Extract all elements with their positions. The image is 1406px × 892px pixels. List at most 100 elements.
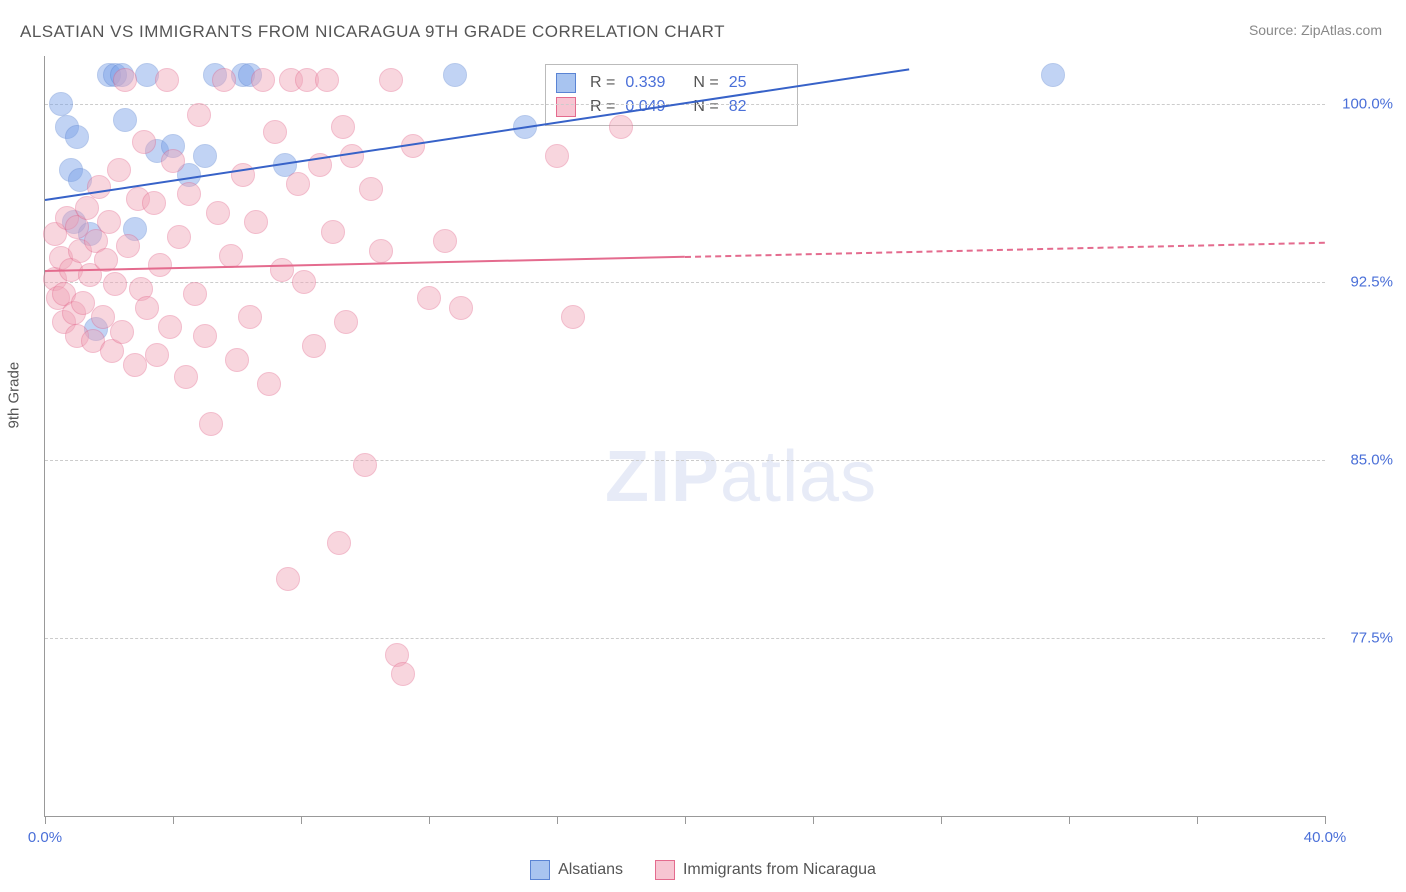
scatter-point <box>225 348 249 372</box>
scatter-point <box>135 296 159 320</box>
x-tick <box>1197 816 1198 824</box>
legend-swatch <box>556 97 576 117</box>
scatter-point <box>199 412 223 436</box>
scatter-point <box>97 210 121 234</box>
gridline <box>45 282 1325 283</box>
scatter-point <box>155 68 179 92</box>
scatter-point <box>379 68 403 92</box>
scatter-point <box>193 324 217 348</box>
scatter-point <box>276 567 300 591</box>
scatter-point <box>302 334 326 358</box>
bottom-legend: Alsatians Immigrants from Nicaragua <box>0 860 1406 880</box>
x-tick <box>941 816 942 824</box>
source-name: ZipAtlas.com <box>1301 22 1382 38</box>
scatter-point <box>123 353 147 377</box>
x-tick <box>557 816 558 824</box>
gridline <box>45 638 1325 639</box>
scatter-point <box>359 177 383 201</box>
scatter-point <box>561 305 585 329</box>
stats-row: R =0.049N =82 <box>556 95 783 119</box>
chart-title: ALSATIAN VS IMMIGRANTS FROM NICARAGUA 9T… <box>20 22 725 42</box>
watermark-light: atlas <box>720 437 877 517</box>
legend-item: Immigrants from Nicaragua <box>655 860 876 880</box>
legend-swatch <box>530 860 550 880</box>
scatter-point <box>206 201 230 225</box>
x-tick <box>685 816 686 824</box>
scatter-point <box>107 158 131 182</box>
x-tick <box>45 816 46 824</box>
scatter-point <box>158 315 182 339</box>
y-tick-label: 92.5% <box>1333 273 1393 290</box>
scatter-point <box>257 372 281 396</box>
scatter-point <box>161 149 185 173</box>
x-tick <box>301 816 302 824</box>
y-axis-title: 9th Grade <box>6 362 23 429</box>
scatter-point <box>433 229 457 253</box>
scatter-point <box>183 282 207 306</box>
scatter-point <box>334 310 358 334</box>
scatter-point <box>65 125 89 149</box>
scatter-point <box>113 108 137 132</box>
legend-item: Alsatians <box>530 860 623 880</box>
scatter-point <box>103 272 127 296</box>
legend-label: Alsatians <box>558 861 623 879</box>
x-tick <box>813 816 814 824</box>
legend-swatch <box>655 860 675 880</box>
source-attribution: Source: ZipAtlas.com <box>1249 22 1382 38</box>
regression-line <box>685 241 1325 257</box>
scatter-point <box>231 163 255 187</box>
scatter-point <box>443 63 467 87</box>
scatter-plot-area: R =0.339N =25R =0.049N =82 ZIPatlas 77.5… <box>44 56 1325 817</box>
scatter-point <box>174 365 198 389</box>
scatter-point <box>148 253 172 277</box>
source-prefix: Source: <box>1249 22 1301 38</box>
scatter-point <box>75 196 99 220</box>
y-tick-label: 100.0% <box>1333 95 1393 112</box>
scatter-point <box>177 182 201 206</box>
scatter-point <box>187 103 211 127</box>
regression-line <box>45 256 685 272</box>
x-tick <box>173 816 174 824</box>
scatter-point <box>315 68 339 92</box>
scatter-point <box>116 234 140 258</box>
scatter-point <box>331 115 355 139</box>
scatter-point <box>142 191 166 215</box>
scatter-point <box>219 244 243 268</box>
legend-swatch <box>556 73 576 93</box>
scatter-point <box>369 239 393 263</box>
stats-row: R =0.339N =25 <box>556 71 783 95</box>
scatter-point <box>321 220 345 244</box>
scatter-point <box>113 68 137 92</box>
x-tick <box>1325 816 1326 824</box>
scatter-point <box>167 225 191 249</box>
scatter-point <box>609 115 633 139</box>
x-tick-label: 0.0% <box>28 829 62 846</box>
x-tick-label: 40.0% <box>1304 829 1347 846</box>
scatter-point <box>1041 63 1065 87</box>
scatter-point <box>251 68 275 92</box>
scatter-point <box>417 286 441 310</box>
scatter-point <box>270 258 294 282</box>
scatter-point <box>292 270 316 294</box>
r-label: R = <box>590 74 615 92</box>
watermark-bold: ZIP <box>605 437 720 517</box>
scatter-point <box>145 343 169 367</box>
legend-label: Immigrants from Nicaragua <box>683 861 876 879</box>
r-value: 0.339 <box>625 74 679 92</box>
x-tick <box>429 816 430 824</box>
scatter-point <box>449 296 473 320</box>
scatter-point <box>263 120 287 144</box>
scatter-point <box>545 144 569 168</box>
y-tick-label: 85.0% <box>1333 451 1393 468</box>
scatter-point <box>110 320 134 344</box>
n-value: 82 <box>729 98 783 116</box>
scatter-point <box>327 531 351 555</box>
scatter-point <box>193 144 217 168</box>
scatter-point <box>212 68 236 92</box>
x-tick <box>1069 816 1070 824</box>
scatter-point <box>132 130 156 154</box>
watermark: ZIPatlas <box>605 436 877 518</box>
scatter-point <box>353 453 377 477</box>
y-tick-label: 77.5% <box>1333 629 1393 646</box>
scatter-point <box>244 210 268 234</box>
